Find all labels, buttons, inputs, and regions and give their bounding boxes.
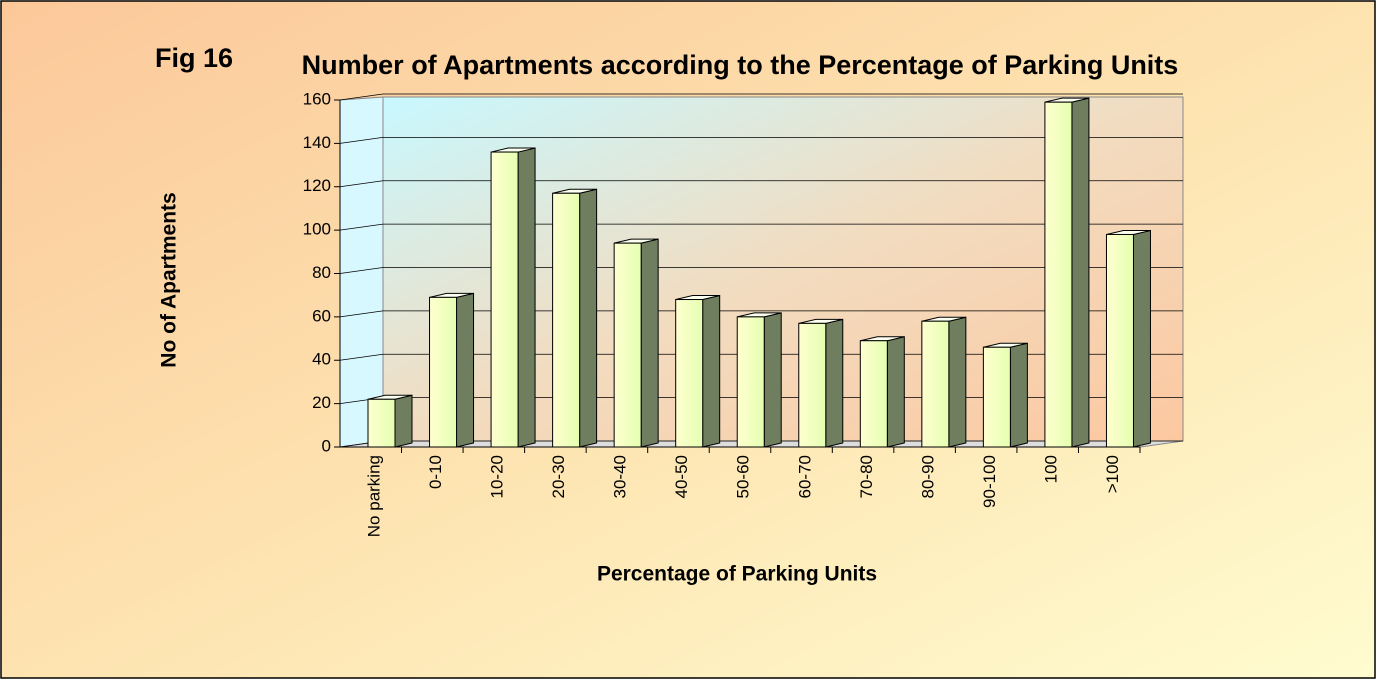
- bar-side: [456, 292, 475, 448]
- bar: [798, 318, 844, 448]
- bar-front: [367, 398, 396, 448]
- bar-side: [702, 294, 721, 448]
- bar-side: [1009, 342, 1028, 448]
- grid-line: [339, 353, 1183, 361]
- x-tick-label: 10-20: [488, 455, 507, 498]
- bar-side: [763, 312, 782, 448]
- bar: [1105, 229, 1151, 448]
- bar: [921, 316, 967, 448]
- bar-side: [1071, 97, 1090, 448]
- y-tick-label: 140: [303, 133, 331, 152]
- y-tick-label: 80: [312, 263, 331, 282]
- y-axis-title: No of Apartments: [158, 192, 181, 367]
- x-tick-label: 40-50: [672, 455, 691, 498]
- bar-front: [613, 242, 642, 448]
- grid-line: [339, 310, 1183, 318]
- grid-line: [339, 180, 1183, 188]
- bar-side: [1132, 229, 1151, 448]
- y-tick-label: 160: [303, 89, 331, 108]
- side-wall: [339, 96, 384, 448]
- bar-front: [429, 296, 458, 448]
- bar-front: [859, 340, 888, 448]
- x-tick-label: 70-80: [857, 455, 876, 498]
- chart-title: Number of Apartments according to the Pe…: [301, 50, 1179, 80]
- bar-side: [517, 147, 536, 448]
- figure-label: Fig 16: [155, 43, 234, 73]
- y-tick-label: 20: [312, 393, 331, 412]
- x-tick-label: 90-100: [980, 455, 999, 508]
- bar: [859, 336, 905, 448]
- grid-line: [339, 267, 1183, 274]
- bar-front: [736, 316, 765, 448]
- grid-line: [339, 93, 1183, 101]
- bar: [552, 188, 598, 448]
- y-tick-label: 60: [312, 306, 331, 325]
- bar-front: [675, 299, 704, 448]
- x-tick-label: 0-10: [426, 455, 445, 489]
- y-tick-label: 100: [303, 220, 331, 239]
- x-axis-title: Percentage of Parking Units: [597, 563, 877, 586]
- x-tick-label: 20-30: [549, 455, 568, 498]
- bar-front: [1105, 233, 1134, 448]
- bar: [1044, 97, 1090, 448]
- bar: [982, 342, 1028, 448]
- x-tick-label: 30-40: [611, 455, 630, 498]
- bar-side: [394, 394, 413, 448]
- bar-side: [948, 316, 967, 448]
- bar-front: [798, 322, 827, 448]
- bar-side: [886, 336, 905, 448]
- bar: [490, 147, 536, 448]
- grid-line: [339, 223, 1183, 231]
- bar-front: [921, 320, 950, 448]
- x-tick-label: 60-70: [795, 455, 814, 498]
- y-tick-label: 120: [303, 176, 331, 195]
- y-tick-label: 40: [312, 350, 331, 369]
- x-tick-label: 100: [1041, 455, 1060, 483]
- bar-front: [1044, 101, 1073, 448]
- bar-side: [640, 238, 659, 448]
- x-tick-label: >100: [1103, 455, 1122, 493]
- x-tick-label: No parking: [364, 455, 383, 537]
- x-tick-label: 50-60: [734, 455, 753, 498]
- x-tick-label: 80-90: [918, 455, 937, 498]
- grid-line: [339, 137, 1183, 144]
- bar-front: [982, 346, 1011, 448]
- bar-front: [552, 192, 581, 448]
- bar-front: [490, 151, 519, 448]
- bar: [429, 292, 475, 448]
- bar: [367, 394, 413, 448]
- bar: [675, 294, 721, 448]
- bar: [613, 238, 659, 448]
- bar-side: [579, 188, 598, 448]
- bar-side: [825, 318, 844, 448]
- bar: [736, 312, 782, 448]
- y-tick-label: 0: [322, 436, 331, 455]
